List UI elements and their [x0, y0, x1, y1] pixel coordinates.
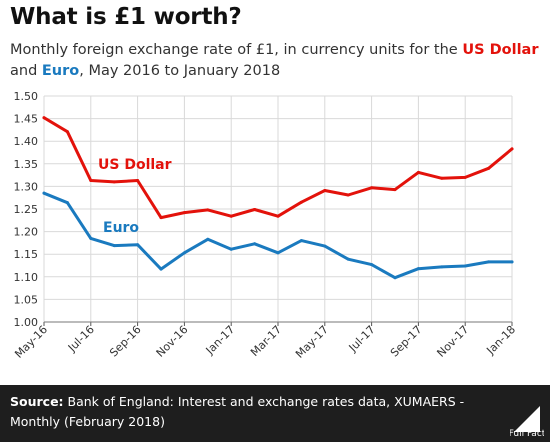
euro-data-point: [42, 191, 46, 195]
subtitle-usd-highlight: US Dollar: [462, 42, 539, 58]
y-axis: 1.00 1.05 1.10 1.15 1.20 1.25 1.30 1.35 1.40 1.45…: [14, 90, 39, 329]
x-tick-label: Nov-17: [434, 323, 471, 360]
euro-data-point: [159, 267, 163, 271]
euro-data-point: [323, 244, 327, 248]
usd-data-point: [112, 180, 116, 184]
usd-data-point: [393, 188, 397, 192]
euro-data-point: [65, 201, 69, 205]
x-tick-label: Mar-17: [248, 323, 284, 359]
y-tick-label: 1.35: [14, 158, 39, 171]
x-tick-label: Nov-16: [154, 323, 191, 360]
usd-data-point: [253, 207, 257, 211]
usd-data-point: [136, 179, 140, 183]
usd-data-point: [159, 216, 163, 220]
x-tick-label: Sep-17: [388, 323, 425, 360]
usd-data-point: [65, 130, 69, 134]
x-tick-label: Sep-16: [107, 323, 144, 360]
usd-data-point: [42, 116, 46, 120]
euro-data-point: [463, 264, 467, 268]
subtitle-euro-highlight: Euro: [41, 63, 80, 79]
euro-data-point: [370, 263, 374, 267]
usd-data-point: [229, 214, 233, 218]
euro-data-point: [229, 247, 233, 251]
usd-series-label: US Dollar: [98, 157, 172, 173]
y-tick-label: 1.00: [14, 316, 39, 329]
y-tick-label: 1.10: [14, 271, 39, 284]
y-tick-label: 1.15: [14, 248, 39, 261]
chart-grid: [43, 95, 513, 323]
x-tick-label: Jul-17: [346, 323, 378, 355]
subtitle-text-start: Monthly foreign exchange rate of £1, in …: [10, 42, 463, 58]
usd-data-point: [89, 179, 93, 183]
euro-data-point: [182, 251, 186, 255]
x-tick-label: Jan-18: [484, 323, 519, 358]
subtitle-text-mid: and: [10, 63, 42, 79]
euro-data-point: [89, 236, 93, 240]
logo-text: Full Fact: [510, 429, 544, 438]
source-label: Source:: [10, 394, 64, 409]
source-footer: Source: Bank of England: Interest and ex…: [0, 385, 550, 442]
y-tick-label: 1.50: [14, 90, 39, 103]
subtitle-text-end: , May 2016 to January 2018: [79, 63, 281, 79]
usd-data-point: [346, 193, 350, 197]
logo-triangle-icon: [514, 406, 540, 432]
chart-subtitle: Monthly foreign exchange rate of £1, in …: [10, 40, 540, 82]
euro-data-point: [206, 237, 210, 241]
usd-data-point: [463, 175, 467, 179]
y-tick-label: 1.30: [14, 180, 39, 193]
chart-title: What is £1 worth?: [10, 4, 242, 30]
series-labels: US Dollar Euro: [98, 157, 172, 236]
euro-data-point: [416, 267, 420, 271]
usd-data-point: [510, 147, 514, 151]
euro-data-point: [346, 257, 350, 261]
source-note: Source: Bank of England: Interest and ex…: [10, 392, 480, 432]
usd-data-point: [182, 211, 186, 215]
usd-data-point: [323, 188, 327, 192]
usd-data-point: [276, 214, 280, 218]
usd-data-point: [440, 176, 444, 180]
y-tick-label: 1.25: [14, 203, 39, 216]
euro-data-point: [487, 260, 491, 264]
x-tick-label: Jan-17: [203, 323, 238, 358]
y-tick-label: 1.05: [14, 293, 39, 306]
usd-data-point: [370, 186, 374, 190]
euro-data-point: [440, 265, 444, 269]
euro-series-label: Euro: [103, 220, 139, 236]
x-axis: May-16 Jul-16 Sep-16 Nov-16 Jan-17 Mar-17 May-…: [12, 321, 519, 361]
euro-data-point: [253, 242, 257, 246]
x-tick-label: Jul-16: [65, 323, 97, 355]
usd-data-point: [416, 170, 420, 174]
full-fact-logo: Full Fact: [510, 406, 544, 438]
euro-data-point: [112, 244, 116, 248]
euro-data-point: [276, 251, 280, 255]
source-text: Bank of England: Interest and exchange r…: [10, 394, 465, 429]
chart-series: [42, 116, 514, 280]
x-tick-label: May-17: [293, 323, 331, 361]
euro-data-point: [393, 276, 397, 280]
line-chart: 1.00 1.05 1.10 1.15 1.20 1.25 1.30 1.35 1.40 1.45…: [12, 90, 519, 361]
usd-data-point: [206, 208, 210, 212]
y-tick-label: 1.40: [14, 135, 39, 148]
euro-data-point: [299, 239, 303, 243]
euro-data-point: [136, 243, 140, 247]
y-tick-label: 1.20: [14, 226, 39, 239]
usd-data-point: [487, 166, 491, 170]
euro-data-point: [510, 260, 514, 264]
y-tick-label: 1.45: [14, 113, 39, 126]
usd-data-point: [299, 200, 303, 204]
